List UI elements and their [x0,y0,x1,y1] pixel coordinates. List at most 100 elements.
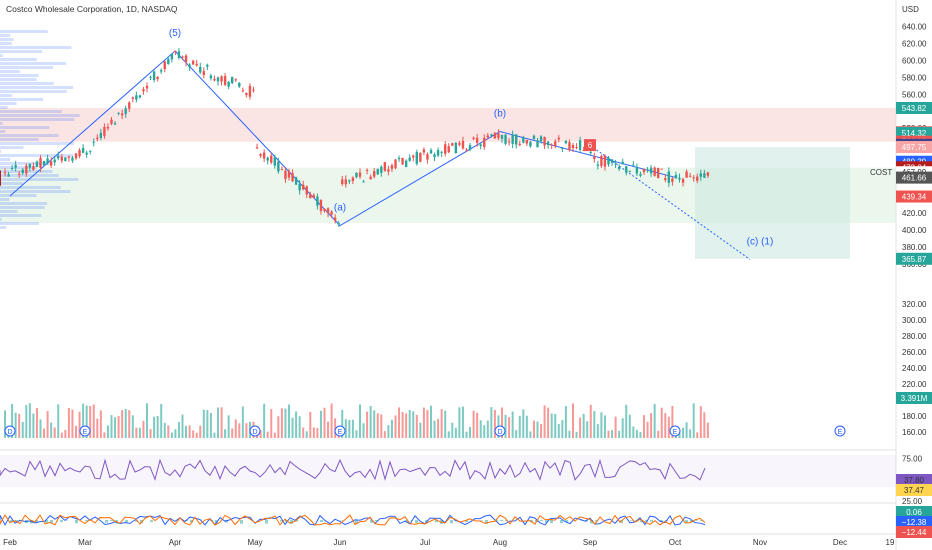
candle [273,157,276,166]
vol-bar [117,416,120,438]
candle [344,179,347,185]
candle [53,159,56,163]
profile-bar [0,82,54,85]
event-label: D [497,429,502,436]
vol-bar [160,403,163,438]
profile-bar [0,110,62,113]
vol-bar [156,415,159,438]
vol-tick: 300.00 [902,316,927,325]
vol-bar [4,410,6,438]
candle [138,95,142,98]
profile-bar [0,206,45,209]
event-circle [79,425,91,437]
vol-bar [89,405,92,438]
vol-bar [607,430,610,438]
y-tick: 580.00 [902,73,927,82]
candle [348,180,351,182]
candle [454,142,458,153]
event-label: D [7,429,12,436]
vol-bar [312,427,315,438]
macd-hist [545,520,548,523]
vol-bar [348,419,351,438]
candle [14,165,17,168]
candle [152,71,156,81]
price-tag: 365.87 [896,252,932,265]
macd-hist [375,520,378,522]
macd-hist [435,520,438,523]
candle [696,176,699,181]
macd-tag-text: 0.06 [906,508,922,517]
vol-bar [174,429,177,438]
vol-bar [192,430,195,438]
candle [202,71,205,76]
vol-bar [405,413,408,438]
elliott-waves [9,50,751,260]
candle [472,137,475,139]
profile-bar [0,30,48,33]
macd-hist [320,520,323,523]
candle [333,217,337,221]
vol-bar [547,407,550,438]
candle [486,135,489,138]
macd-panel [0,514,706,526]
vol-bar [692,403,695,438]
profile-bar [0,162,51,165]
candle [3,172,7,174]
vol-bar [124,408,127,438]
vol-bar [586,421,589,438]
chart-title: Costco Wholesale Corporation, 1D, NASDAQ [6,4,178,14]
candle [18,173,21,175]
marker-bg [584,139,596,152]
vol-bar [522,409,525,438]
vol-bar [227,415,230,438]
macd-hist [465,520,468,522]
profile-bar [0,106,8,109]
candle [376,168,379,175]
candle [447,146,450,153]
candle [468,145,472,150]
candle [628,170,631,172]
vol-bar [359,404,361,438]
vol-bar [330,403,333,438]
wave-label: (a) [334,203,346,214]
profile-bar [0,186,61,189]
macd-hist [410,520,413,521]
vol-bar [632,426,635,438]
candle [380,166,383,173]
vol-bar [213,432,216,438]
candle [312,195,316,198]
tag-text: 365.87 [902,255,927,264]
vol-bar [628,414,631,438]
macd-hist [645,520,648,522]
vol-bar [398,407,401,438]
candle [564,140,568,144]
profile-bar [0,218,2,221]
vol-bar [479,420,482,438]
vol-bar [476,412,479,438]
vol-bar [511,411,514,438]
vol-bar [167,425,170,438]
vol-bar [355,430,358,438]
candle [404,160,408,168]
vol-bar [341,409,344,438]
signal-line [0,514,706,526]
rsi-panel [0,455,896,487]
vol-bar [469,426,472,438]
candle [35,161,39,167]
candle [74,153,78,159]
candle [294,177,298,185]
candle [81,148,85,153]
vol-bar [515,430,518,438]
profile-bar [0,154,74,157]
candle [546,141,550,146]
vol-bar [64,429,67,438]
candle [28,163,32,168]
vol-bar [603,415,606,438]
candle [525,140,529,144]
tag-text: 514.32 [902,129,927,138]
tag-bg [896,190,932,203]
x-tick: Jul [420,538,430,547]
macd-hist [550,520,553,524]
